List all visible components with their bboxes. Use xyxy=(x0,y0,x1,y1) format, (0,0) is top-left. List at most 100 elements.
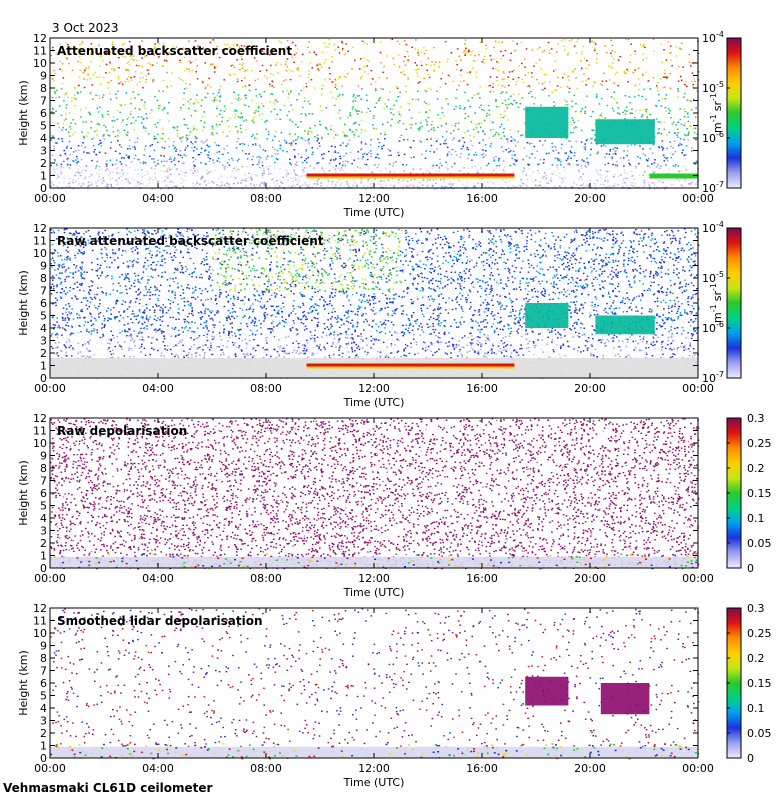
y-tick-label: 2 xyxy=(40,347,47,360)
y-tick-label: 11 xyxy=(33,615,47,628)
colorbar-tick-label: 0.05 xyxy=(747,537,772,550)
x-tick-label: 04:00 xyxy=(142,572,174,585)
colorbar-tick-label: 10-5 xyxy=(702,270,724,285)
colorbar-tick-label: 0.3 xyxy=(747,412,765,425)
x-tick-label: 00:00 xyxy=(682,572,714,585)
y-tick-label: 5 xyxy=(40,500,47,513)
x-tick-label: 20:00 xyxy=(574,762,606,775)
y-tick-label: 1 xyxy=(40,170,47,183)
y-tick-label: 0 xyxy=(40,752,47,765)
y-tick-label: 8 xyxy=(40,82,47,95)
colorbar-tick-label: 0.15 xyxy=(747,487,772,500)
elevated-cloud-layer xyxy=(595,315,655,335)
low-cloud-layer xyxy=(649,173,698,179)
x-tick-label: 00:00 xyxy=(34,572,66,585)
y-tick-label: 0 xyxy=(40,182,47,195)
chart-svg: 00:00 04:00 08:00 12:00 16:00 20:00 00:0001234… xyxy=(17,30,742,219)
x-tick-label: 00:00 xyxy=(682,192,714,205)
elevated-cloud-layer xyxy=(595,119,655,145)
colorbar xyxy=(727,608,741,758)
x-tick-label: 04:00 xyxy=(142,762,174,775)
y-tick-label: 12 xyxy=(33,602,47,615)
colorbar-unit-label: m-1sr-1 xyxy=(709,93,724,133)
elevated-cloud-layer xyxy=(525,106,569,138)
y-tick-label: 4 xyxy=(40,132,47,145)
y-tick-label: 0 xyxy=(40,562,47,575)
chart-title: Smoothed lidar depolarisation xyxy=(57,614,263,628)
y-tick-label: 0 xyxy=(40,372,47,385)
y-tick-label: 7 xyxy=(40,665,47,678)
x-tick-label: 04:00 xyxy=(142,192,174,205)
chart-title: Raw depolarisation xyxy=(57,424,187,438)
y-tick-label: 11 xyxy=(33,45,47,58)
y-tick-label: 6 xyxy=(40,487,47,500)
y-tick-label: 9 xyxy=(40,640,47,653)
colorbar-tick-label: 10-6 xyxy=(702,320,724,335)
colorbar-tick-label: 10-7 xyxy=(702,370,724,385)
y-tick-label: 10 xyxy=(33,57,47,70)
colorbar xyxy=(727,38,741,188)
chart-title: Attenuated backscatter coefficient xyxy=(57,44,292,58)
plot-area xyxy=(50,608,698,758)
chart-panel: 00:00 04:00 08:00 12:00 16:00 20:00 00:00 0 1 2 3 4… xyxy=(0,388,780,599)
x-axis-label: Time (UTC) xyxy=(343,586,405,599)
colorbar xyxy=(727,418,741,568)
chart-svg: 00:00 04:00 08:00 12:00 16:00 20:00 00:0001234… xyxy=(17,412,772,599)
y-tick-label: 11 xyxy=(33,235,47,248)
y-tick-label: 4 xyxy=(40,512,47,525)
y-tick-label: 2 xyxy=(40,727,47,740)
y-axis-label: Height (km) xyxy=(17,270,30,336)
y-tick-label: 3 xyxy=(40,715,47,728)
y-tick-label: 8 xyxy=(40,272,47,285)
colorbar-tick-label: 0.1 xyxy=(747,512,765,525)
chart-panel: 00:00 04:00 08:00 12:00 16:00 20:00 00:00 0 1 2 3 4… xyxy=(0,198,780,409)
y-tick-label: 11 xyxy=(33,425,47,438)
y-tick-label: 7 xyxy=(40,475,47,488)
cloud-base-layer xyxy=(306,363,515,368)
cloud-base-edge xyxy=(306,176,515,179)
y-tick-label: 1 xyxy=(40,550,47,563)
chart-panel: 00:00 04:00 08:00 12:00 16:00 20:00 00:00 0 1 2 3 4… xyxy=(0,8,780,219)
x-tick-label: 12:00 xyxy=(358,762,390,775)
colorbar-tick-label: 0.25 xyxy=(747,437,772,450)
x-tick-label: 16:00 xyxy=(466,192,498,205)
chart-svg: 00:00 04:00 08:00 12:00 16:00 20:00 00:0001234… xyxy=(17,220,742,409)
colorbar-tick-label: 0 xyxy=(747,562,754,575)
x-tick-label: 00:00 xyxy=(34,762,66,775)
x-tick-label: 08:00 xyxy=(250,762,282,775)
x-tick-label: 00:00 xyxy=(34,382,66,395)
x-tick-label: 08:00 xyxy=(250,382,282,395)
elevated-cloud-layer xyxy=(525,676,569,706)
y-tick-label: 2 xyxy=(40,157,47,170)
colorbar-tick-label: 0 xyxy=(747,752,754,765)
colorbar-tick-label: 10-4 xyxy=(702,220,724,235)
x-axis-label: Time (UTC) xyxy=(343,206,405,219)
x-tick-label: 00:00 xyxy=(682,382,714,395)
y-axis-label: Height (km) xyxy=(17,650,30,716)
y-tick-label: 1 xyxy=(40,360,47,373)
plot-area xyxy=(50,38,698,188)
page-date: 3 Oct 2023 xyxy=(52,21,119,35)
colorbar-unit-label: m-1sr-1 xyxy=(709,283,724,323)
colorbar-tick-label: 0.3 xyxy=(747,602,765,615)
cloud-base-edge xyxy=(306,366,515,369)
colorbar-tick-label: 10-4 xyxy=(702,30,724,45)
y-tick-label: 10 xyxy=(33,627,47,640)
y-tick-label: 10 xyxy=(33,247,47,260)
x-tick-label: 20:00 xyxy=(574,572,606,585)
colorbar-frame xyxy=(726,37,742,189)
colorbar-tick-label: 0.25 xyxy=(747,627,772,640)
y-tick-label: 6 xyxy=(40,297,47,310)
y-axis-label: Height (km) xyxy=(17,460,30,526)
colorbar-frame xyxy=(726,227,742,379)
x-tick-label: 08:00 xyxy=(250,192,282,205)
y-tick-label: 6 xyxy=(40,677,47,690)
y-tick-label: 5 xyxy=(40,310,47,323)
colorbar-tick-label: 0.2 xyxy=(747,652,765,665)
chart-panel: 00:00 04:00 08:00 12:00 16:00 20:00 00:00 0 1 2 3 4… xyxy=(0,578,780,789)
colorbar xyxy=(727,228,741,378)
y-tick-label: 1 xyxy=(40,740,47,753)
y-tick-label: 9 xyxy=(40,70,47,83)
elevated-cloud-layer xyxy=(600,683,650,715)
y-tick-label: 3 xyxy=(40,525,47,538)
